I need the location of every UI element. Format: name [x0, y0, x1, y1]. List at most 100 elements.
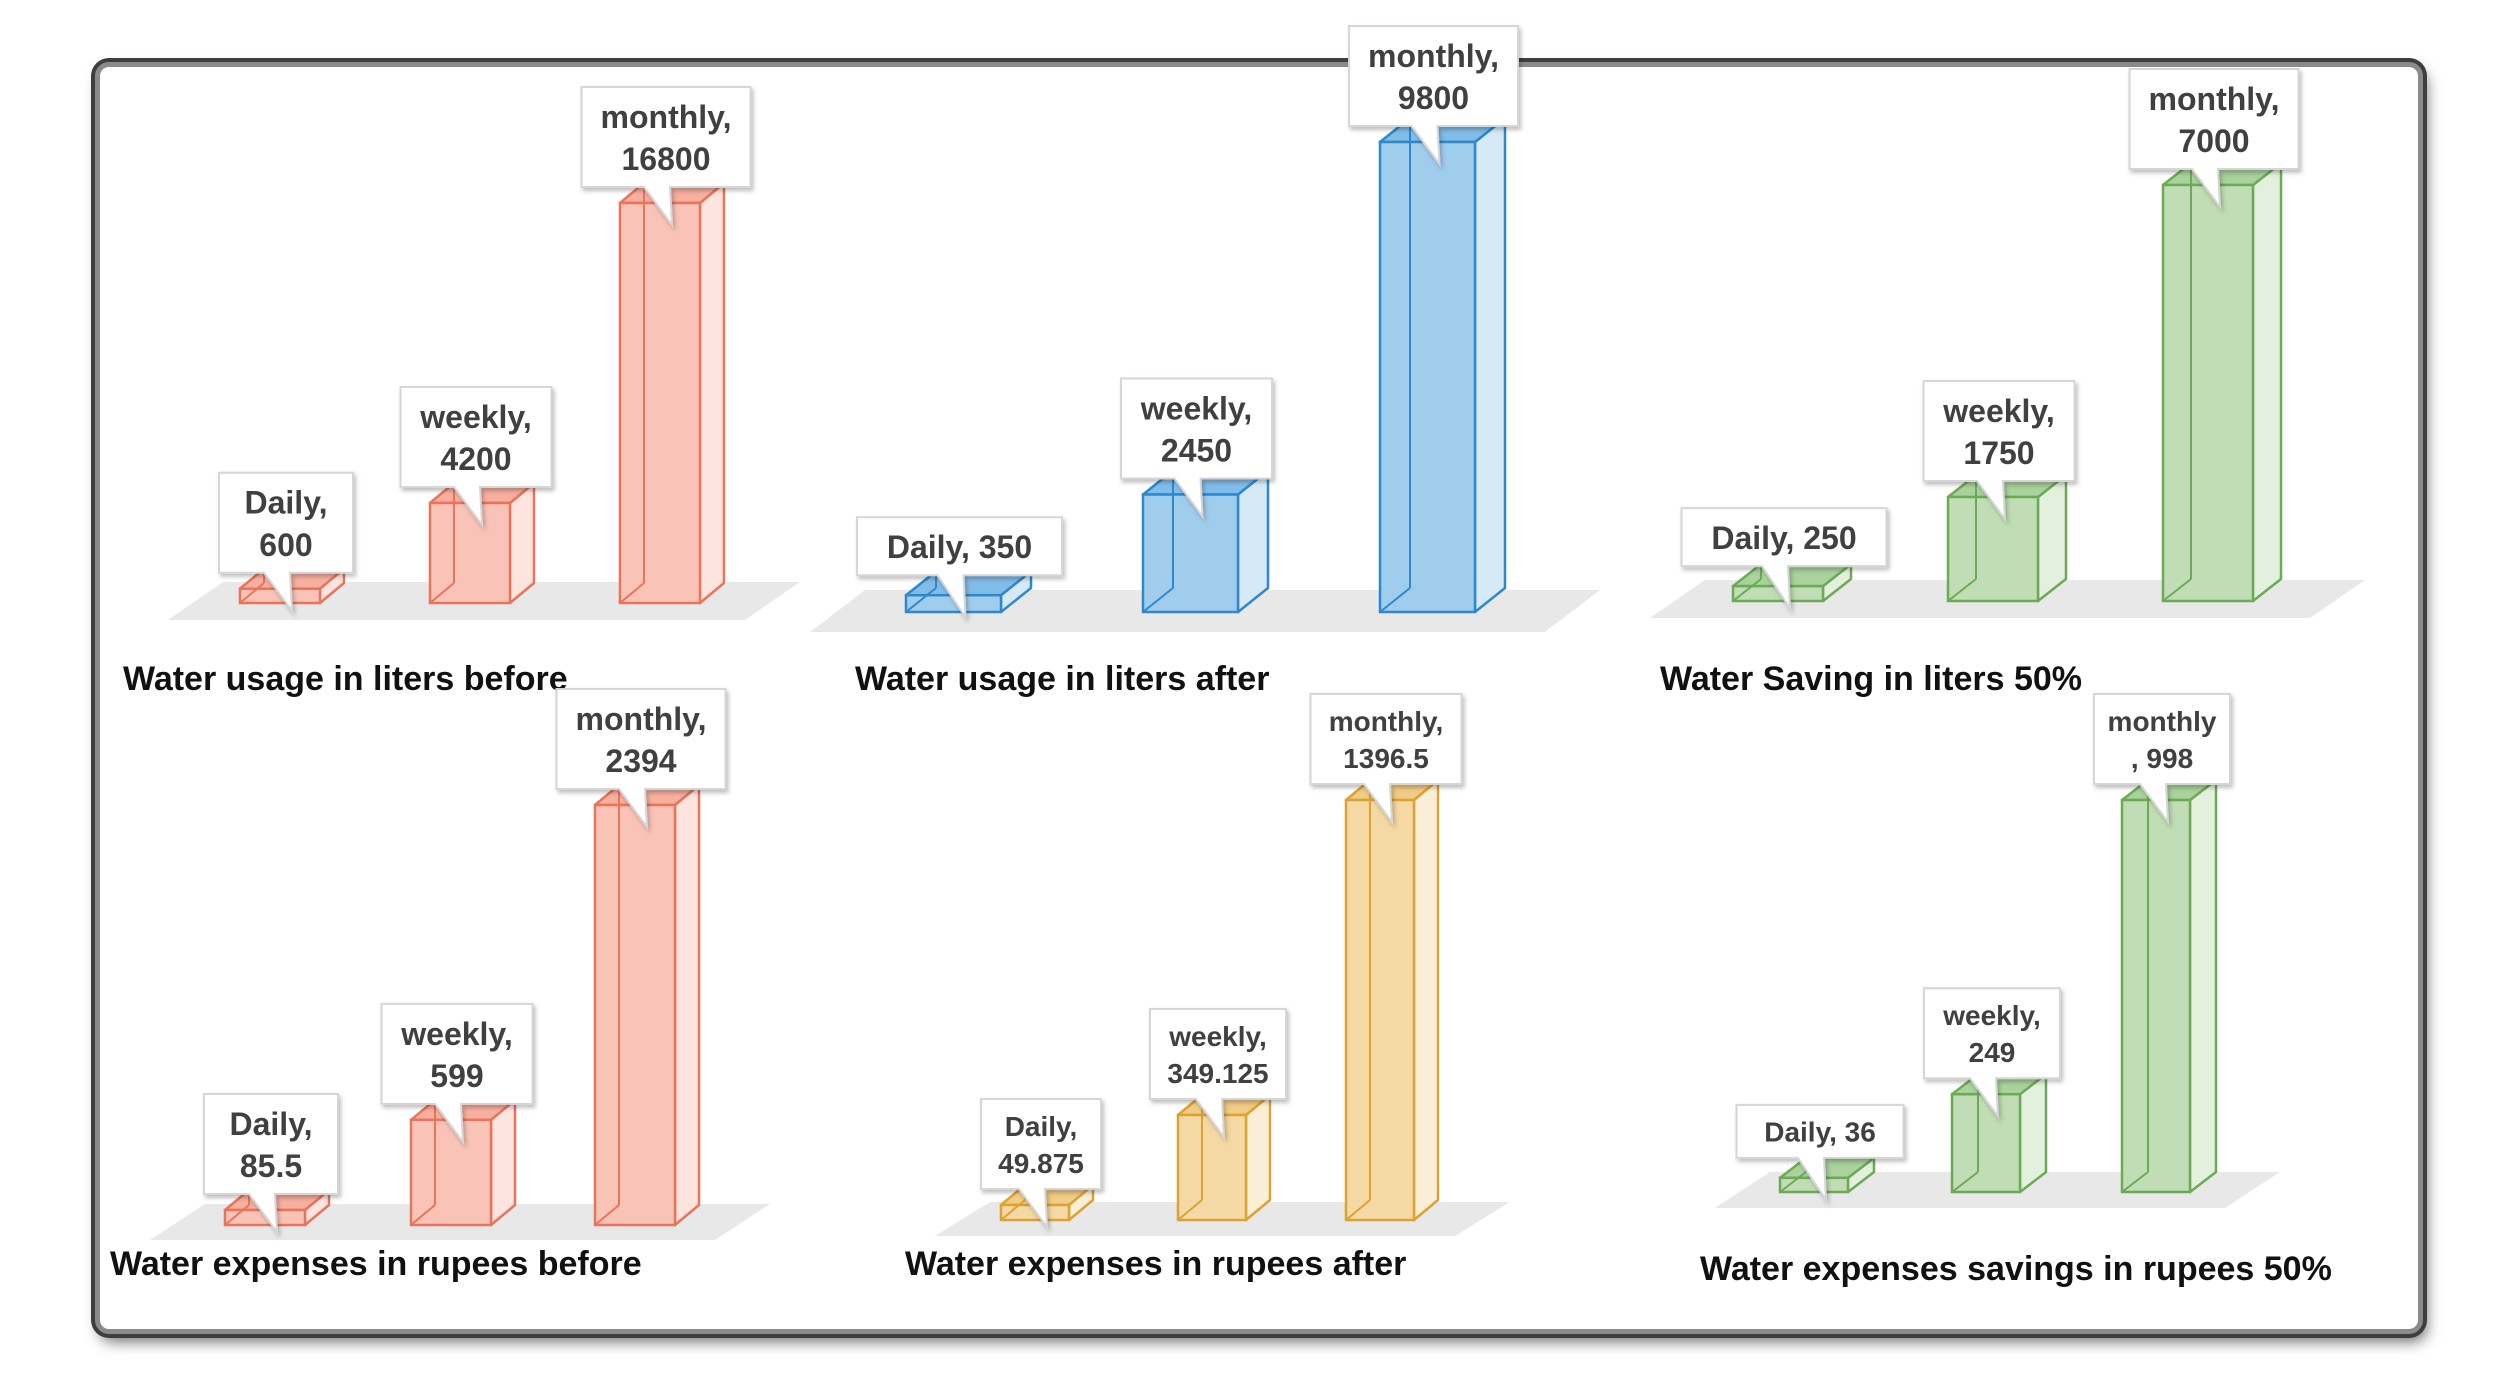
bar-side-face [489, 1098, 517, 1227]
chart-title: Water expenses savings in rupees 50% [1700, 1250, 2332, 1288]
data-label-weekly: weekly, 2450 [1120, 377, 1273, 520]
callout-box [1120, 377, 1273, 520]
bar-side-face [2188, 778, 2218, 1194]
chart-title: Water Saving in liters 50% [1660, 660, 2082, 698]
bar-front-face [2161, 183, 2255, 603]
callout-box [980, 1098, 1102, 1231]
bar-monthly [1344, 778, 1440, 1222]
bar-edge [1345, 1199, 1371, 1221]
bar-edge [1947, 578, 1977, 602]
bar-edge [619, 582, 645, 604]
chart-panel-3: Daily, 250 weekly, 1750 monthly, 7000 Water S… [1650, 68, 2365, 698]
bar-front-face [593, 803, 677, 1227]
data-label-monthly: monthly, 1396.5 [1309, 693, 1463, 826]
callout-box [856, 516, 1063, 621]
bar-edge [410, 1204, 436, 1226]
bar-side-face [1244, 1093, 1272, 1222]
bar-front-face [1141, 493, 1240, 614]
data-label-text: 249 [1969, 1037, 2016, 1068]
data-label-text: 2450 [1161, 433, 1232, 469]
bar-edge [1732, 578, 1762, 602]
data-label-daily: Daily, 250 [1680, 507, 1888, 612]
callout-box [203, 1093, 339, 1236]
callout-box [1309, 693, 1463, 826]
data-label-monthly: monthly, 9800 [1348, 25, 1519, 168]
data-label-weekly: weekly, 1750 [1922, 380, 2076, 523]
data-label-text: 599 [430, 1058, 483, 1094]
bar-monthly [2161, 161, 2283, 603]
bar-edge [2162, 578, 2192, 602]
bar-monthly [2120, 778, 2218, 1194]
data-label-text: monthly [2108, 706, 2217, 737]
data-label-text: monthly, [601, 99, 732, 135]
bar-weekly [409, 1098, 517, 1227]
bar-edge [2121, 1171, 2149, 1193]
callout-box [1922, 380, 2076, 523]
data-label-monthly: monthly, 2394 [555, 688, 727, 831]
bar-weekly [1950, 1072, 2048, 1194]
callout-box [1923, 987, 2061, 1120]
bar-edge [1177, 1199, 1203, 1221]
bar-weekly [1141, 469, 1270, 614]
data-label-text: 349.125 [1167, 1058, 1268, 1089]
data-label-daily: Daily, 85.5 [203, 1093, 339, 1236]
bar-edge [1779, 1171, 1807, 1193]
chart-panel-4: Daily, 85.5 weekly, 599 monthly, 2394 Water ex… [110, 688, 770, 1283]
bar-edge [594, 1204, 620, 1226]
data-label-text: weekly, [400, 1016, 512, 1052]
callout-box [1680, 507, 1888, 612]
data-label-daily: Daily, 36 [1735, 1103, 1905, 1204]
data-label-text: 85.5 [240, 1148, 302, 1184]
bar-monthly [593, 783, 701, 1227]
data-label-text: monthly, [576, 701, 707, 737]
bar-monthly [618, 181, 726, 605]
bar-edge [239, 582, 265, 604]
callout-box [399, 386, 553, 529]
bar-front-face [1344, 798, 1416, 1222]
data-label-text: weekly, [1140, 390, 1252, 426]
data-label-text: Daily, [230, 1106, 313, 1142]
chart-title: Water expenses in rupees after [905, 1245, 1406, 1283]
data-label-text: weekly, [1942, 1000, 2041, 1031]
data-label-text: 4200 [440, 441, 511, 477]
chart-title: Water expenses in rupees before [110, 1245, 642, 1283]
bar-front-face [1950, 1092, 2022, 1194]
data-label-text: monthly, [2149, 81, 2280, 117]
data-label-text: Daily, [1005, 1111, 1078, 1142]
data-label-text: 2394 [605, 743, 676, 779]
bar-side-face [698, 181, 726, 605]
data-label-text: 9800 [1398, 80, 1469, 116]
bar-edge [224, 1204, 250, 1226]
callout-box [580, 86, 752, 229]
callout-box [2093, 693, 2231, 826]
bar-front-face [428, 501, 512, 605]
callout-box [555, 688, 727, 831]
data-label-text: Daily, 36 [1764, 1117, 1876, 1148]
chart-title: Water usage in liters before [123, 660, 568, 698]
data-label-text: 1750 [1963, 435, 2034, 471]
bar-front-face [2120, 798, 2192, 1194]
data-label-monthly: monthly, 16800 [580, 86, 752, 229]
data-label-weekly: weekly, 4200 [399, 386, 553, 529]
data-label-text: Daily, 250 [1711, 520, 1856, 556]
callout-box [218, 471, 354, 614]
callout-box [1735, 1103, 1905, 1204]
callout-box [380, 1002, 534, 1146]
data-label-text: monthly, [1368, 38, 1499, 74]
bar-side-face [673, 783, 701, 1227]
bar-front-face [1378, 140, 1477, 614]
data-label-daily: Daily, 49.875 [980, 1098, 1102, 1231]
bar-edge [1000, 1199, 1026, 1221]
data-label-text: Daily, 350 [887, 529, 1032, 565]
bar-side-face [2251, 161, 2283, 603]
data-label-text: , 998 [2131, 743, 2193, 774]
chart-panel-5: Daily, 49.875 weekly, 349.125 monthly, 1396.5… [905, 693, 1510, 1283]
bar-daily [1731, 562, 1853, 603]
chart-title: Water usage in liters after [855, 660, 1269, 698]
bar-front-face [1946, 495, 2040, 603]
data-label-text: 600 [259, 527, 312, 563]
bar-weekly [1176, 1093, 1272, 1222]
bar-front-face [1176, 1113, 1248, 1222]
bar-weekly [428, 481, 536, 605]
bar-edge [1379, 587, 1411, 613]
